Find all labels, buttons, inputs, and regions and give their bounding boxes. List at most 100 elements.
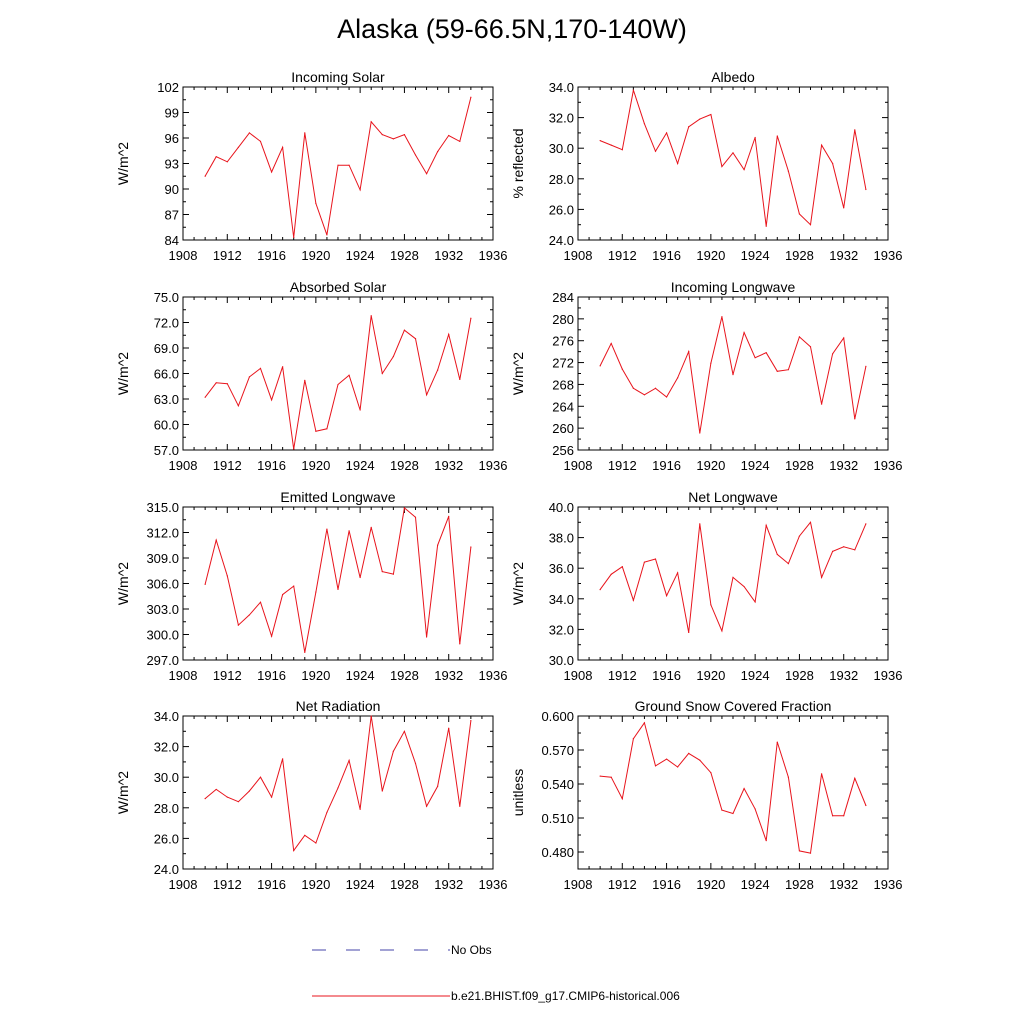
y-tick-label-absorbed-solar: 72.0 (154, 316, 179, 331)
y-tick-label-net-longwave: 32.0 (549, 622, 574, 637)
data-point-incoming-longwave (798, 336, 801, 338)
data-point-emitted-longwave (448, 515, 450, 517)
data-point-incoming-solar (215, 156, 217, 158)
x-tick-label-ground-snow-covered-fraction: 1928 (785, 877, 814, 892)
data-point-emitted-longwave (381, 571, 383, 573)
data-point-net-longwave (599, 589, 601, 591)
data-point-incoming-longwave (699, 432, 701, 434)
data-point-incoming-solar (448, 134, 450, 137)
y-tick-label-incoming-longwave: 284 (552, 290, 574, 305)
data-point-albedo (677, 162, 679, 165)
data-point-net-longwave (820, 576, 823, 578)
data-point-albedo (699, 118, 701, 120)
y-tick-label-incoming-solar: 99 (165, 106, 179, 121)
data-point-net-radiation (315, 842, 317, 844)
data-point-albedo (809, 224, 812, 226)
plot-frame-albedo (577, 86, 889, 241)
y-tick-label-albedo: 28.0 (549, 172, 574, 187)
data-point-albedo (599, 139, 601, 142)
y-tick-label-net-radiation: 34.0 (154, 709, 179, 724)
data-point-absorbed-solar (337, 383, 339, 386)
y-tick-label-albedo: 30.0 (549, 141, 574, 156)
x-tick-label-net-radiation: 1936 (479, 877, 508, 892)
data-point-incoming-solar (459, 140, 461, 142)
data-point-albedo (710, 113, 712, 116)
data-point-absorbed-solar (470, 317, 472, 319)
data-point-ground-snow-covered-fraction (743, 787, 745, 790)
data-point-net-radiation (392, 750, 394, 752)
x-tick-label-net-radiation: 1912 (213, 877, 242, 892)
data-point-incoming-solar (304, 132, 306, 134)
data-point-incoming-solar (204, 175, 206, 177)
data-point-ground-snow-covered-fraction (721, 809, 723, 811)
x-tick-label-net-radiation: 1924 (346, 877, 375, 892)
data-point-absorbed-solar (359, 409, 361, 411)
data-point-albedo (743, 169, 745, 171)
data-point-ground-snow-covered-fraction (798, 850, 801, 852)
y-tick-label-albedo: 24.0 (549, 233, 574, 248)
y-tick-label-absorbed-solar: 63.0 (154, 392, 179, 407)
y-tick-label-absorbed-solar: 57.0 (154, 443, 179, 458)
y-tick-label-net-radiation: 30.0 (154, 770, 179, 785)
data-point-ground-snow-covered-fraction (688, 752, 690, 755)
data-point-net-longwave (776, 553, 778, 556)
data-point-albedo (621, 149, 623, 151)
data-point-incoming-longwave (754, 357, 756, 359)
data-point-net-radiation (425, 805, 428, 807)
data-point-emitted-longwave (315, 591, 317, 593)
x-tick-label-incoming-longwave: 1908 (564, 458, 593, 473)
x-tick-label-albedo: 1928 (785, 248, 814, 263)
data-point-albedo (754, 136, 756, 139)
panel-albedo: Albedo % reflected 1908 1912 1916 1920 1924 192… (510, 69, 902, 263)
x-tick-label-incoming-solar: 1936 (479, 248, 508, 263)
data-point-incoming-solar (270, 171, 273, 173)
x-tick-label-absorbed-solar: 1924 (346, 458, 375, 473)
y-tick-label-incoming-solar: 102 (157, 80, 179, 95)
data-point-incoming-solar (359, 189, 361, 191)
plot-frame-ground-snow-covered-fraction (577, 715, 889, 870)
data-point-ground-snow-covered-fraction (621, 798, 623, 800)
panel-title-absorbed-solar: Absorbed Solar (290, 279, 387, 295)
y-tick-label-absorbed-solar: 66.0 (154, 367, 179, 382)
x-tick-label-albedo: 1924 (741, 248, 770, 263)
data-point-emitted-longwave (304, 651, 306, 653)
data-point-albedo (654, 150, 657, 152)
y-tick-label-net-longwave: 34.0 (549, 592, 574, 607)
data-point-albedo (798, 213, 801, 215)
data-point-net-longwave (765, 524, 767, 526)
y-axis-label-absorbed-solar: W/m^2 (115, 352, 131, 395)
y-tick-label-incoming-longwave: 280 (552, 312, 574, 327)
data-point-incoming-longwave (865, 365, 867, 367)
y-tick-label-emitted-longwave: 309.0 (146, 551, 179, 566)
data-point-absorbed-solar (392, 355, 394, 358)
data-point-incoming-longwave (854, 418, 856, 420)
data-point-albedo (820, 144, 823, 146)
y-tick-label-ground-snow-covered-fraction: 0.570 (541, 743, 574, 758)
y-axis-label-incoming-longwave: W/m^2 (510, 352, 526, 395)
data-point-incoming-solar (381, 134, 383, 136)
x-tick-label-incoming-longwave: 1932 (829, 458, 858, 473)
data-point-net-radiation (226, 796, 228, 798)
x-tick-label-absorbed-solar: 1936 (479, 458, 508, 473)
x-tick-label-ground-snow-covered-fraction: 1924 (741, 877, 770, 892)
data-point-albedo (610, 144, 612, 146)
y-tick-label-net-radiation: 32.0 (154, 740, 179, 755)
data-point-incoming-longwave (610, 342, 612, 345)
x-tick-label-emitted-longwave: 1908 (169, 668, 198, 683)
data-point-ground-snow-covered-fraction (643, 722, 646, 724)
data-point-incoming-longwave (721, 316, 723, 318)
data-point-absorbed-solar (282, 366, 284, 368)
x-tick-label-net-longwave: 1916 (652, 668, 681, 683)
data-point-emitted-longwave (226, 575, 228, 577)
data-point-incoming-solar (226, 161, 228, 163)
data-point-incoming-longwave (665, 396, 668, 398)
y-tick-label-ground-snow-covered-fraction: 0.600 (541, 709, 574, 724)
x-tick-label-incoming-solar: 1928 (390, 248, 419, 263)
x-tick-label-net-radiation: 1920 (301, 877, 330, 892)
data-point-net-longwave (654, 558, 657, 560)
data-point-net-longwave (832, 550, 834, 552)
data-point-net-longwave (677, 572, 679, 574)
data-point-net-radiation (326, 811, 328, 813)
y-tick-label-net-radiation: 24.0 (154, 862, 179, 877)
panel-title-emitted-longwave: Emitted Longwave (280, 489, 395, 505)
